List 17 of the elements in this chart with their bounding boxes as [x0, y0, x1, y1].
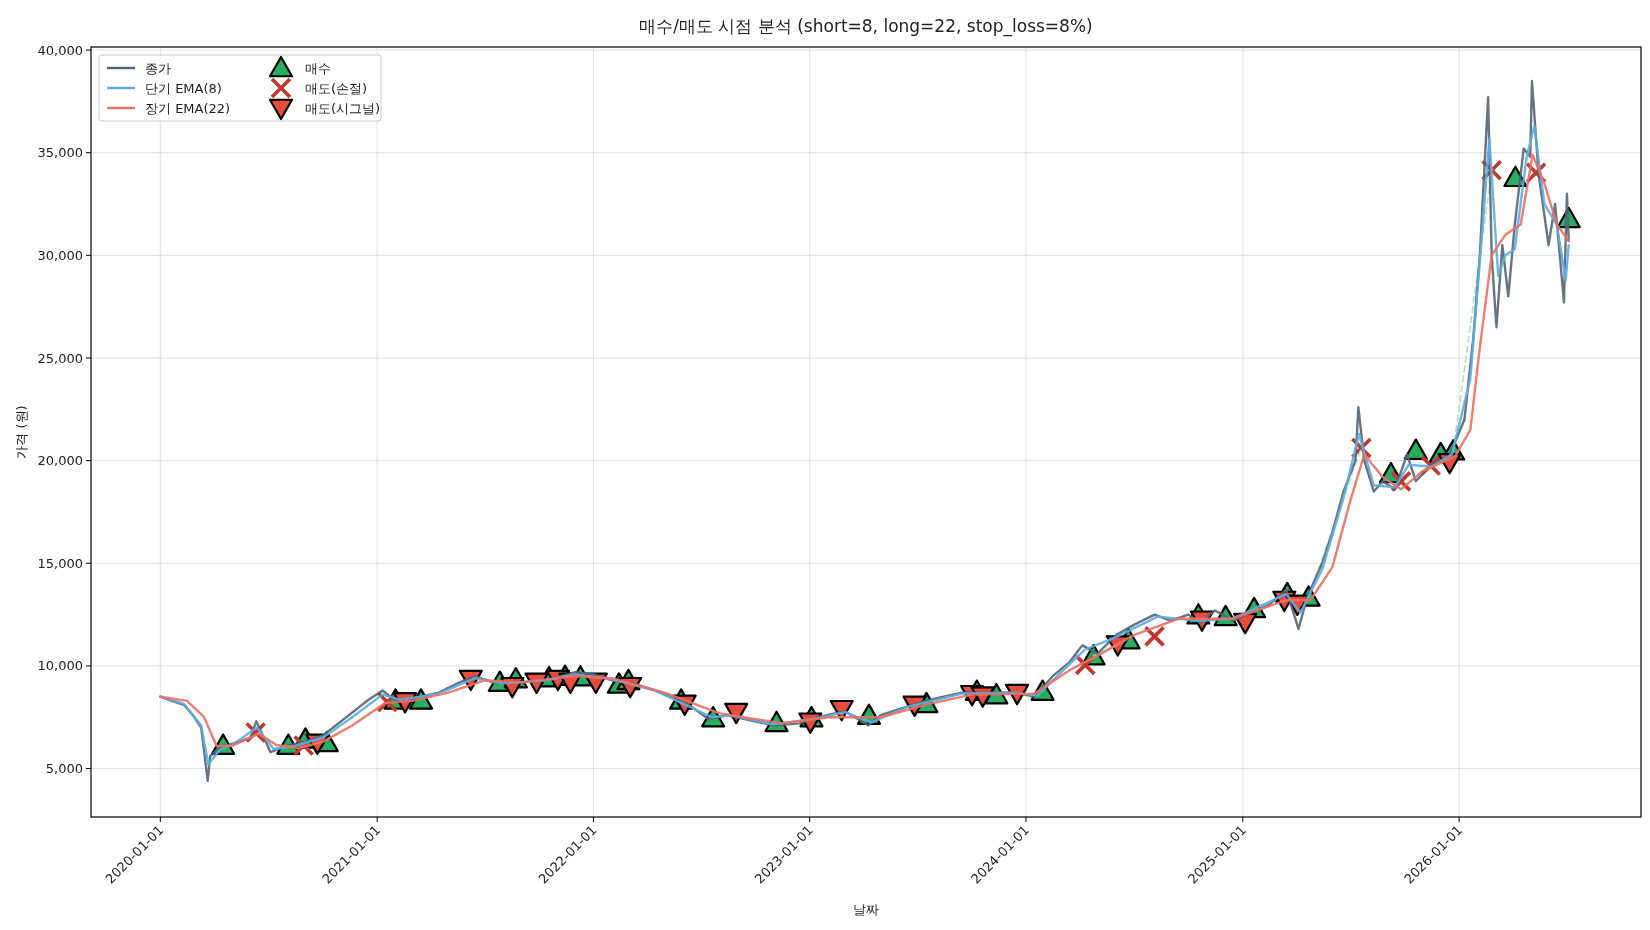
legend-label: 단기 EMA(8): [145, 80, 222, 96]
y-tick-label: 25,000: [37, 350, 83, 366]
y-tick-label: 35,000: [37, 145, 83, 161]
legend-label: 매수: [305, 60, 331, 76]
y-axis-title: 가격 (원): [14, 405, 29, 459]
y-tick-label: 20,000: [37, 453, 83, 469]
y-tick-label: 40,000: [37, 42, 83, 58]
chart-title: 매수/매도 시점 분석 (short=8, long=22, stop_loss=8%): [639, 16, 1093, 37]
legend-label: 매도(손절): [305, 80, 368, 96]
legend-label: 종가: [145, 60, 171, 76]
legend-label: 매도(시그널): [305, 100, 381, 116]
y-tick-label: 15,000: [37, 555, 83, 571]
y-tick-label: 5,000: [45, 761, 83, 777]
y-tick-label: 30,000: [37, 247, 83, 263]
legend-label: 장기 EMA(22): [145, 100, 231, 116]
x-axis-title: 날짜: [853, 902, 879, 917]
y-tick-label: 10,000: [37, 658, 83, 674]
